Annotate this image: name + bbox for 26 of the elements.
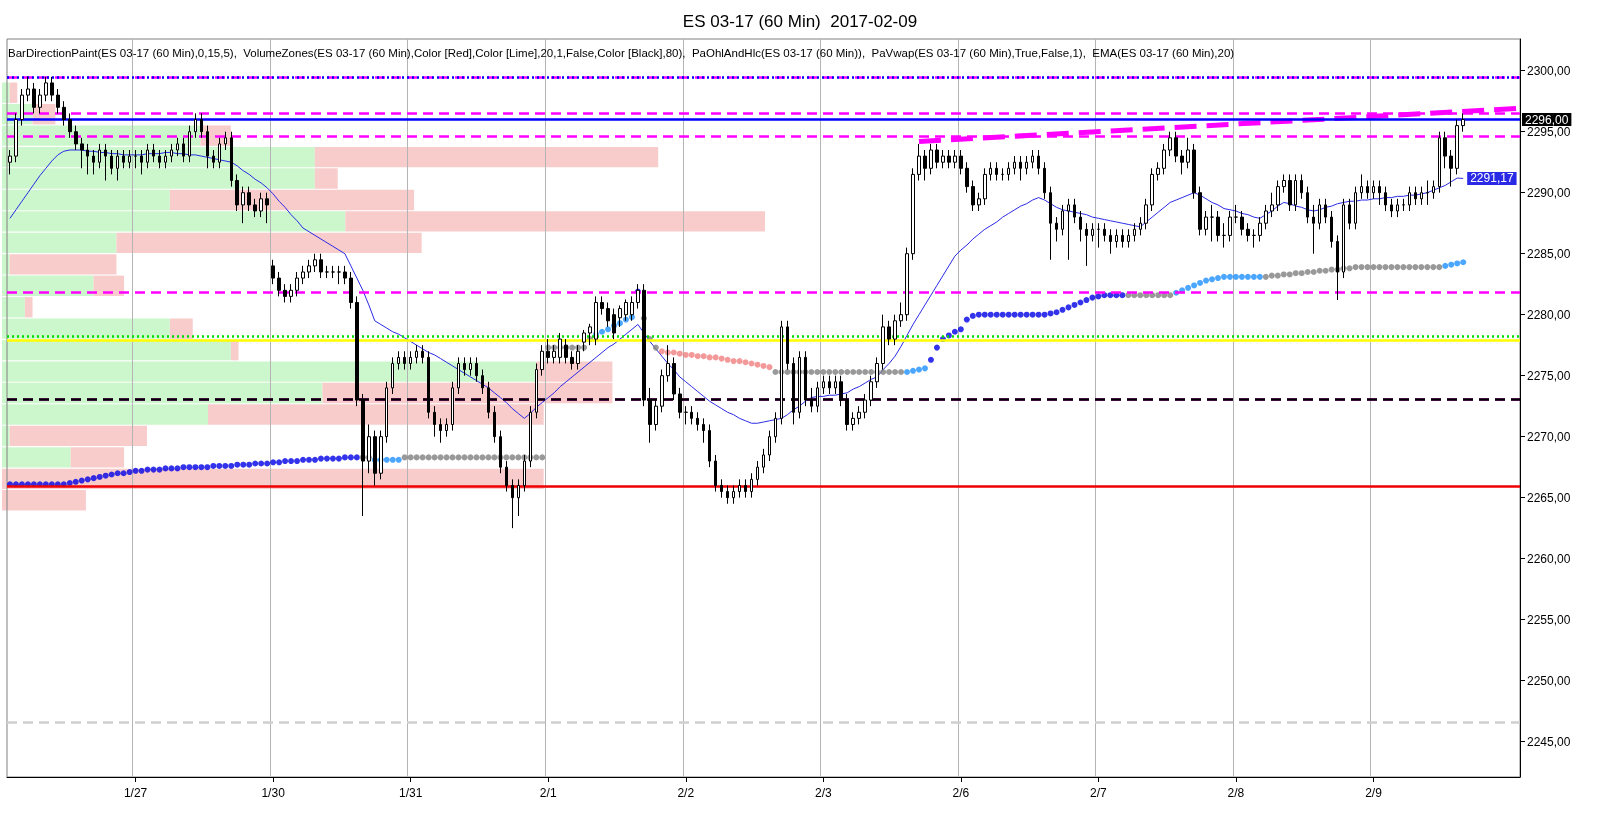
ref-line-label: 2296,00 bbox=[1525, 112, 1569, 127]
y-tick-label: 2270,00 bbox=[1527, 429, 1571, 444]
x-tick-label: 1/31 bbox=[398, 786, 423, 800]
x-tick-label: 2/6 bbox=[952, 786, 970, 800]
x-tick-label: 1/27 bbox=[123, 786, 148, 800]
y-tick-label: 2290,00 bbox=[1527, 185, 1571, 200]
y-tick-label: 2250,00 bbox=[1527, 673, 1571, 688]
x-tick-label: 2/2 bbox=[677, 786, 695, 800]
x-tick-label: 2/8 bbox=[1227, 786, 1245, 800]
x-tick-label: 2/1 bbox=[539, 786, 557, 800]
y-tick-label: 2280,00 bbox=[1527, 307, 1571, 322]
y-tick-label: 2245,00 bbox=[1527, 734, 1571, 749]
x-tick-label: 1/30 bbox=[261, 786, 286, 800]
chart-title: ES 03-17 (60 Min) 2017-02-09 bbox=[682, 12, 918, 31]
y-tick-label: 2255,00 bbox=[1527, 612, 1571, 627]
y-tick-label: 2275,00 bbox=[1527, 368, 1571, 383]
x-tick-label: 2/9 bbox=[1365, 786, 1383, 800]
y-tick-label: 2295,00 bbox=[1527, 124, 1571, 139]
y-tick-label: 2260,00 bbox=[1527, 551, 1571, 566]
y-tick-label: 2285,00 bbox=[1527, 246, 1571, 261]
text: BarDirectionPaint(ES 03-17 (60 Min),0,15,5), VolumeZones(ES 03-17 (60 Min),Color [Red],Color [Lime],20,1,False,Color [Black],80), PaOhlAndHlc(ES 03-17 (60 Min)), PaVwap(ES 03-17 (60 Min),True,False,1), EMA(ES 03-17 (60 Min),20) bbox=[8, 47, 1235, 59]
x-tick-label: 2/3 bbox=[814, 786, 832, 800]
y-tick-label: 2265,00 bbox=[1527, 490, 1571, 505]
x-tick-label: 2/7 bbox=[1090, 786, 1108, 800]
data-label: 2291,17 bbox=[1470, 171, 1514, 186]
y-tick-label: 2300,00 bbox=[1527, 63, 1571, 78]
